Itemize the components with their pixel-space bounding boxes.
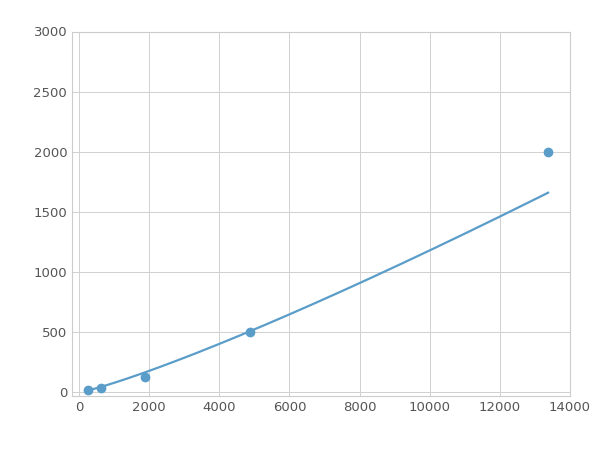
Point	[83, 387, 92, 394]
Point	[245, 328, 255, 336]
Point	[96, 384, 106, 391]
Point	[543, 148, 553, 155]
Point	[140, 374, 149, 381]
